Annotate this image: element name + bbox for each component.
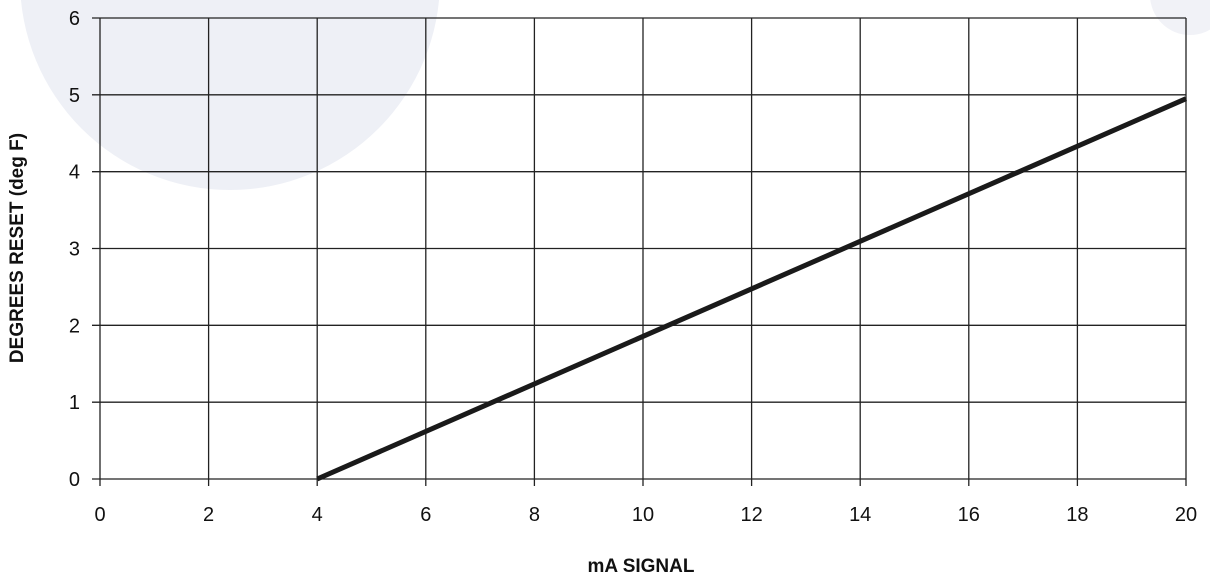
x-tick-label: 16 <box>958 504 980 526</box>
x-tick-label: 0 <box>94 504 105 526</box>
x-tick-label: 18 <box>1066 504 1088 526</box>
y-tick-label: 1 <box>69 392 80 414</box>
y-tick-label: 6 <box>69 8 80 30</box>
series-line <box>316 96 1188 482</box>
y-tick-labels: 0 1 2 3 4 5 6 <box>69 8 80 491</box>
x-tick-label: 10 <box>632 504 654 526</box>
x-tick-label: 8 <box>529 504 540 526</box>
y-tick-label: 3 <box>69 239 80 261</box>
y-tick-label: 4 <box>69 162 80 184</box>
x-tick-label: 2 <box>203 504 214 526</box>
grid <box>92 17 1187 486</box>
y-axis-title: DEGREES RESET (deg F) <box>7 133 28 363</box>
y-tick-label: 5 <box>69 85 80 107</box>
series-layer <box>316 96 1188 482</box>
y-tick-label: 0 <box>69 469 80 491</box>
x-axis-title: mA SIGNAL <box>588 556 695 577</box>
y-tick-label: 2 <box>69 315 80 337</box>
x-tick-label: 14 <box>849 504 871 526</box>
x-tick-label: 6 <box>420 504 431 526</box>
x-tick-labels: 0 2 4 6 8 10 12 14 16 18 20 <box>94 504 1197 526</box>
x-tick-label: 12 <box>740 504 762 526</box>
x-tick-label: 20 <box>1175 504 1197 526</box>
x-tick-label: 4 <box>312 504 323 526</box>
